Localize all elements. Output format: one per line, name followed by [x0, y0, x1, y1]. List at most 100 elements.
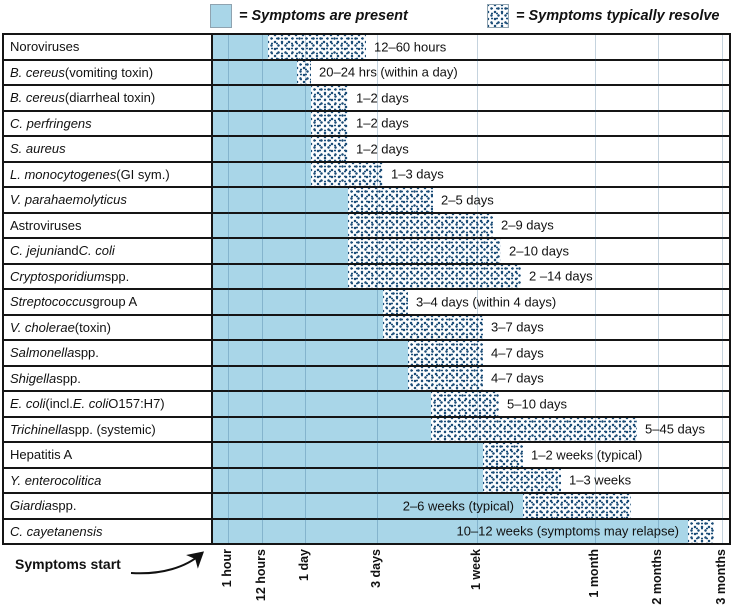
symptoms-present-bar [213, 162, 311, 186]
duration-annotation: 5–10 days [507, 396, 567, 412]
pathogen-label: Hepatitis A [4, 443, 213, 467]
x-axis-tick-label: 12 hours [254, 549, 268, 602]
symptoms-resolve-bar [348, 264, 521, 288]
table-row: Astroviruses 2–9 days [4, 213, 729, 239]
pathogen-label: C. jejuni and C. coli [4, 239, 213, 263]
table-row: C. jejuni and C. coli 2–10 days [4, 239, 729, 265]
row-plot-area: 1–3 weeks [213, 468, 729, 492]
pathogen-label: S. aureus [4, 137, 213, 161]
row-plot-area: 1–2 days [213, 86, 729, 110]
table-row: Y. enterocolitica 1–3 weeks [4, 468, 729, 494]
symptoms-present-bar [213, 468, 483, 492]
duration-annotation: 2 –14 days [529, 268, 593, 284]
legend-label-resolve: = Symptoms typically resolve [516, 8, 720, 24]
legend-swatch-present [210, 4, 232, 28]
symptoms-present-bar [213, 519, 688, 543]
row-plot-area: 2–10 days [213, 239, 729, 263]
symptoms-resolve-bar [311, 86, 348, 110]
duration-annotation: 12–60 hours [374, 39, 447, 55]
symptoms-present-bar [213, 86, 311, 110]
row-plot-area: 2 –14 days [213, 264, 729, 288]
table-row: B. cereus (diarrheal toxin) 1–2 days [4, 86, 729, 112]
x-axis-tick-label: 2 months [650, 549, 664, 605]
row-plot-area: 1–2 days [213, 137, 729, 161]
pathogen-label: Cryptosporidium spp. [4, 264, 213, 288]
symptoms-resolve-bar [348, 213, 493, 237]
table-row: Trichinella spp. (systemic) 5–45 days [4, 417, 729, 443]
symptoms-resolve-bar [297, 60, 311, 84]
pathogen-label: B. cereus (diarrheal toxin) [4, 86, 213, 110]
table-row: C. perfringens 1–2 days [4, 111, 729, 137]
row-plot-area: 2–9 days [213, 213, 729, 237]
pathogen-label: C. perfringens [4, 111, 213, 135]
pathogen-label: Noroviruses [4, 35, 213, 59]
duration-annotation: 2–10 days [509, 243, 569, 259]
row-plot-area: 4–7 days [213, 341, 729, 365]
table-row: E. coli (incl. E. coli O157:H7) 5–10 days [4, 392, 729, 418]
table-row: C. cayetanensis 10–12 weeks (symptoms may… [4, 519, 729, 543]
x-axis-tick-label: 3 days [369, 549, 383, 588]
pathogen-label: V. cholerae (toxin) [4, 315, 213, 339]
duration-annotation: 1–2 weeks (typical) [531, 447, 643, 463]
pathogen-label: V. parahaemolyticus [4, 188, 213, 212]
table-row: V. parahaemolyticus 2–5 days [4, 188, 729, 214]
row-plot-area: 5–10 days [213, 392, 729, 416]
symptoms-present-bar [213, 443, 483, 467]
x-axis-tick-label: 1 month [587, 549, 601, 598]
x-axis-tick-label: 1 week [469, 549, 483, 591]
row-plot-area: 2–5 days [213, 188, 729, 212]
symptoms-present-bar [213, 213, 348, 237]
symptoms-resolve-bar [348, 239, 501, 263]
pathogen-label: B. cereus (vomiting toxin) [4, 60, 213, 84]
pathogen-label: Shigella spp. [4, 366, 213, 390]
symptoms-resolve-bar [311, 111, 348, 135]
x-axis-tick-label: 1 day [297, 549, 311, 581]
x-axis-tick-label: 1 hour [220, 549, 234, 588]
table-row: Cryptosporidium spp. 2 –14 days [4, 264, 729, 290]
symptoms-present-bar [213, 315, 383, 339]
symptoms-resolve-bar [688, 519, 714, 543]
symptoms-present-bar [213, 417, 431, 441]
symptoms-present-bar [213, 188, 348, 212]
pathogen-label: Trichinella spp. (systemic) [4, 417, 213, 441]
symptoms-resolve-bar [348, 188, 433, 212]
row-plot-area: 2–6 weeks (typical) [213, 494, 729, 518]
row-plot-area: 10–12 weeks (symptoms may relapse) [213, 519, 729, 543]
table-row: Giardia spp. 2–6 weeks (typical) [4, 494, 729, 520]
duration-annotation: 2–9 days [501, 217, 554, 233]
row-plot-area: 3–4 days (within 4 days) [213, 290, 729, 314]
symptoms-resolve-bar [431, 417, 637, 441]
duration-annotation: 20–24 hrs (within a day) [319, 64, 458, 80]
symptoms-resolve-bar [383, 315, 483, 339]
symptoms-resolve-bar [311, 162, 383, 186]
table-row: Salmonella spp. 4–7 days [4, 341, 729, 367]
table-row: Noroviruses 12–60 hours [4, 35, 729, 61]
duration-annotation: 2–5 days [441, 192, 494, 208]
duration-annotation: 5–45 days [645, 421, 705, 437]
duration-annotation: 1–2 days [356, 141, 409, 157]
x-axis-title: Symptoms start [15, 556, 121, 572]
duration-annotation: 1–2 days [356, 90, 409, 106]
legend-label-present: = Symptoms are present [239, 8, 408, 24]
row-plot-area: 1–2 days [213, 111, 729, 135]
legend-swatch-resolve [487, 4, 509, 28]
duration-annotation: 1–3 weeks [569, 472, 632, 488]
pathogen-label: Y. enterocolitica [4, 468, 213, 492]
chart-grid: Noroviruses 12–60 hours B. cereus (vomitin… [2, 33, 731, 545]
symptoms-present-bar [213, 60, 297, 84]
symptoms-present-bar [213, 137, 311, 161]
pathogen-label: E. coli (incl. E. coli O157:H7) [4, 392, 213, 416]
symptoms-resolve-bar [268, 35, 366, 59]
table-row: V. cholerae (toxin) 3–7 days [4, 315, 729, 341]
x-axis-tick-label: 3 months [714, 549, 728, 605]
symptoms-present-bar [213, 239, 348, 263]
symptoms-present-bar [213, 264, 348, 288]
symptoms-resolve-bar [408, 366, 483, 390]
symptoms-start-arrow-icon [130, 551, 205, 575]
pathogen-label: C. cayetanensis [4, 519, 213, 543]
table-row: B. cereus (vomiting toxin) 20–24 hrs (wit… [4, 60, 729, 86]
symptoms-resolve-bar [408, 341, 483, 365]
duration-annotation: 4–7 days [491, 370, 544, 386]
row-plot-area: 1–3 days [213, 162, 729, 186]
